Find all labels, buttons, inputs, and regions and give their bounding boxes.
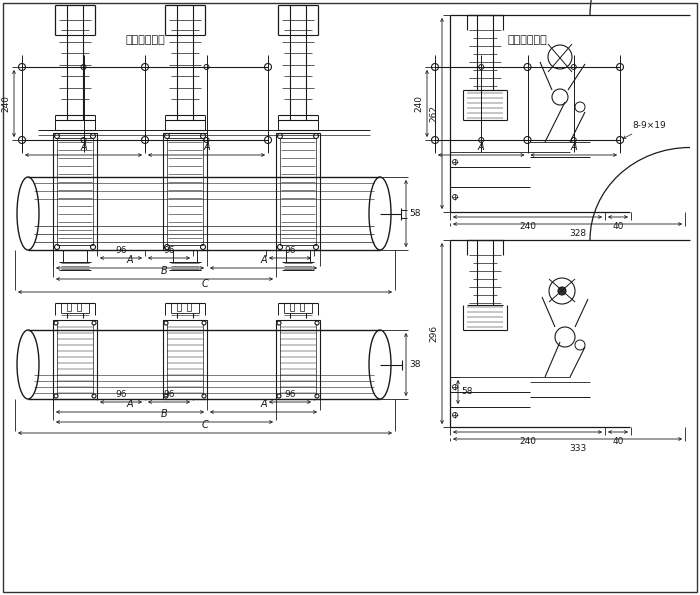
Text: 96: 96 [163,390,175,399]
Text: 262: 262 [429,105,438,122]
Text: 8-9×19: 8-9×19 [623,121,666,139]
Text: 296: 296 [429,325,438,342]
Text: 240: 240 [519,222,536,231]
Text: B: B [161,266,168,276]
Text: 333: 333 [569,444,586,453]
Text: C: C [202,420,209,430]
Text: 240: 240 [1,95,10,112]
Text: 安装孔尺寸图: 安装孔尺寸图 [125,35,165,45]
Text: A: A [80,142,87,152]
Text: 40: 40 [612,437,624,446]
Bar [163,320,207,399]
Text: B: B [161,409,168,419]
Text: 58: 58 [461,387,472,396]
Bar [276,133,320,250]
Text: A: A [478,142,484,152]
Text: 58: 58 [409,209,421,218]
Text: A: A [570,142,577,152]
Circle shape [558,287,566,295]
Text: A: A [127,255,133,265]
Text: A: A [260,255,267,265]
Text: 38: 38 [409,360,421,369]
Bar [163,133,207,250]
Text: 96: 96 [284,246,295,255]
Text: A: A [203,142,210,152]
Text: 安装孔尺寸图: 安装孔尺寸图 [508,35,547,45]
Text: A: A [127,399,133,409]
Bar [276,320,320,399]
Text: 240: 240 [519,437,536,446]
Text: 96: 96 [163,246,175,255]
Text: 240: 240 [414,95,423,112]
Bar [53,320,97,399]
Text: C: C [202,279,209,289]
Text: A: A [260,399,267,409]
Text: 96: 96 [116,246,127,255]
Text: 96: 96 [116,390,127,399]
Text: 96: 96 [284,390,295,399]
Bar [53,133,97,250]
Text: 40: 40 [612,222,624,231]
Text: 328: 328 [569,229,586,238]
